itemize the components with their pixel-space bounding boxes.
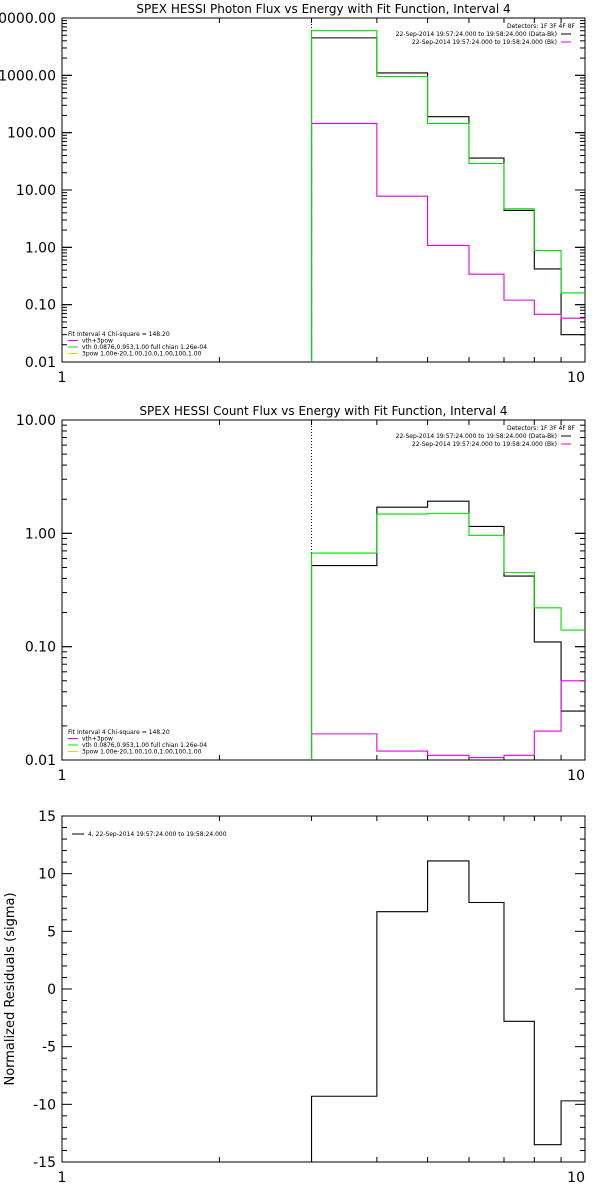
chart-1-ytick-label-2: 1.00 (25, 526, 56, 542)
chart-2-ytick-label-0: -15 (33, 1155, 56, 1171)
chart-0-ytick-label-4: 100.00 (7, 126, 56, 142)
count-flux-panel: SPEX HESSI Count Flux vs Energy with Fit… (16, 404, 586, 784)
chart-0-series-2 (310, 30, 585, 362)
chart-0-legend-header: Fit Interval 4 Chi-square = 148.20 (68, 331, 170, 338)
chart-0-ytick-label-3: 10.00 (16, 183, 56, 199)
chart-2-ytick-label-5: 10 (38, 867, 56, 883)
chart-1-frame (61, 419, 586, 761)
chart-0-frame (61, 17, 586, 363)
chart-0-title: SPEX HESSI Photon Flux vs Energy with Fi… (136, 2, 510, 16)
chart-1-xtick-label-0: 1 (58, 768, 67, 784)
chart-2-legend-label-0: 4, 22-Sep-2014 19:57:24.000 to 19:58:24.… (88, 831, 227, 838)
chart-0-info-bk: 22-Sep-2014 19:57:24.000 to 19:58:24.000… (412, 39, 557, 46)
chart-0-xtick-label-1: 10 (567, 370, 585, 386)
chart-1-ytick-label-1: 0.10 (25, 640, 56, 656)
chart-2-ytick-label-1: -10 (33, 1097, 56, 1113)
chart-1-plot-area (310, 420, 585, 760)
chart-1-legend-label-2: vth 0.0876,0.953,1.00 full chian 1.26e-0… (82, 742, 207, 749)
chart-1-legend-label-1: vth+3pow (82, 736, 113, 743)
chart-1-ytick-label-0: 0.01 (25, 753, 56, 769)
chart-0-ytick-label-1: 0.10 (25, 298, 56, 314)
chart-1-legend-label-3: 3pow 1.00e-20,1.00,10.0,1.00,100,1.00 (82, 749, 202, 756)
chart-0-legend-label-1: vth+3pow (82, 338, 113, 345)
chart-1-ytick-label-3: 10.00 (16, 413, 56, 429)
chart-2-frame (61, 815, 586, 1163)
chart-0-xtick-label-0: 1 (58, 370, 67, 386)
photon-flux-panel: SPEX HESSI Photon Flux vs Energy with Fi… (0, 2, 586, 386)
chart-0-plot-area (310, 18, 585, 362)
chart-1-info-data: 22-Sep-2014 19:57:24.000 to 19:58:24.000… (396, 433, 557, 440)
chart-2-xtick-label-0: 1 (58, 1170, 67, 1186)
chart-0-series-1 (310, 122, 585, 362)
chart-2-ytick-label-2: -5 (42, 1040, 56, 1056)
chart-0-info-detectors: Detectors: 1F 3F 4F 8F (507, 23, 576, 30)
chart-0-info-data: 22-Sep-2014 19:57:24.000 to 19:58:24.000… (396, 31, 557, 38)
chart-0-ytick-label-0: 0.01 (25, 355, 56, 371)
chart-1-legend-header: Fit Interval 4 Chi-square = 148.20 (68, 729, 170, 736)
chart-0-legend-label-2: vth 0.0876,0.953,1.00 full chian 1.26e-0… (82, 344, 207, 351)
chart-0-legend-label-3: 3pow 1.00e-20,1.00,10.0,1.00,100,1.00 (82, 351, 202, 358)
chart-1-series-0 (310, 500, 585, 760)
chart-1-info-detectors: Detectors: 1F 3F 4F 8F (507, 425, 576, 432)
chart-2-xtick-label-1: 10 (567, 1170, 585, 1186)
residuals-panel: 1 10 -15 -10 -5 0 5 10 15 Normalized Residuals (s… (3, 809, 586, 1186)
chart-2-ytick-label-6: 15 (38, 809, 56, 825)
chart-2-ytick-label-4: 5 (47, 924, 56, 940)
chart-1-info-bk: 22-Sep-2014 19:57:24.000 to 19:58:24.000… (412, 441, 557, 448)
chart-1-title: SPEX HESSI Count Flux vs Energy with Fit… (139, 404, 507, 418)
chart-0-ytick-label-6: 10000.00 (0, 11, 56, 27)
chart-2-plot-area (310, 860, 585, 1162)
chart-1-series-2 (310, 512, 585, 760)
chart-1-series-1 (310, 680, 585, 760)
chart-1-xtick-label-1: 10 (567, 768, 585, 784)
chart-2-ytick-label-3: 0 (47, 982, 56, 998)
chart-0-ytick-label-5: 1000.00 (0, 68, 56, 84)
chart-2-series-0 (310, 860, 585, 1162)
chart-2-ylabel: Normalized Residuals (sigma) (3, 892, 18, 1085)
chart-0-ytick-label-2: 1.00 (25, 240, 56, 256)
chart-0-series-0 (310, 37, 585, 362)
